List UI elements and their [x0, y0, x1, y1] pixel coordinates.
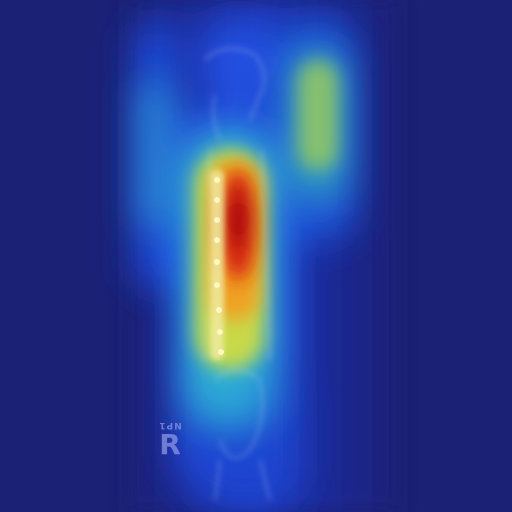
- bone-outline: [204, 47, 271, 501]
- side-marker-letter: R: [159, 428, 181, 461]
- implant-plate: [210, 170, 224, 360]
- heat-core: [220, 170, 256, 280]
- side-marker-code: NP1: [158, 420, 182, 430]
- side-marker: NP1 R: [150, 420, 190, 470]
